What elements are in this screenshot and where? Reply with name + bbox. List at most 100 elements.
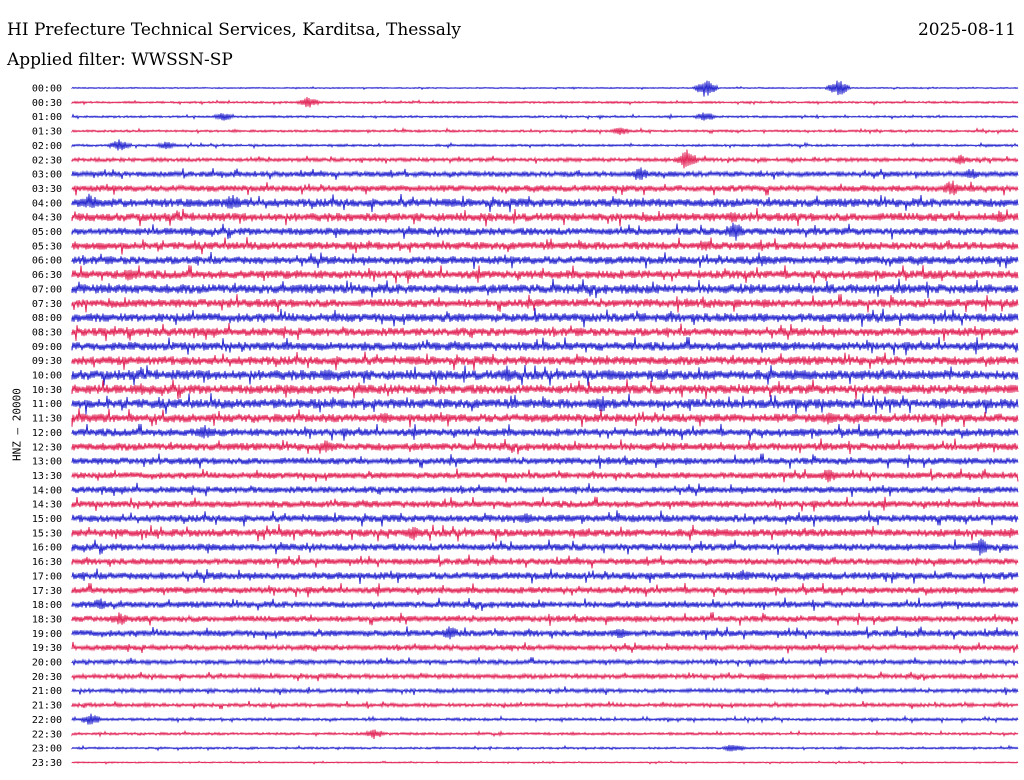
trace-1600: [71, 538, 1019, 556]
trace-2130: [71, 700, 1019, 710]
row-label: 01:30: [32, 127, 62, 138]
row-label: 00:30: [32, 98, 62, 109]
trace-0830: [71, 323, 1019, 342]
trace-0330: [71, 180, 1019, 196]
trace-0930: [71, 351, 1019, 371]
row-label: 00:00: [32, 84, 62, 95]
row-label: 09:00: [32, 342, 62, 353]
trace-1030: [71, 379, 1019, 400]
trace-1900: [71, 626, 1019, 641]
trace-1730: [71, 582, 1019, 598]
row-label: 16:00: [32, 543, 62, 554]
trace-1400: [71, 482, 1019, 498]
date-label: 2025-08-11: [917, 20, 1016, 40]
row-label: 14:00: [32, 485, 62, 496]
trace-1530: [71, 524, 1019, 542]
row-label: 07:30: [32, 299, 62, 310]
trace-0530: [71, 237, 1019, 255]
trace-0300: [71, 167, 1019, 180]
trace-0400: [71, 193, 1019, 213]
trace-0000: [71, 80, 1019, 97]
trace-1200: [71, 423, 1019, 441]
trace-1500: [71, 510, 1019, 527]
trace-2230: [71, 729, 1019, 739]
trace-0800: [71, 308, 1019, 328]
row-label: 02:00: [32, 141, 62, 152]
trace-2300: [71, 744, 1019, 752]
trace-1100: [71, 393, 1019, 415]
row-label: 19:00: [32, 629, 62, 640]
row-label: 21:00: [32, 686, 62, 697]
row-label: 02:30: [32, 155, 62, 166]
trace-2000: [71, 657, 1019, 667]
trace-0130: [71, 127, 1019, 135]
row-label: 14:30: [32, 500, 62, 511]
trace-0730: [71, 294, 1019, 313]
trace-0700: [71, 278, 1019, 299]
row-label: 10:30: [32, 385, 62, 396]
row-label: 06:00: [32, 256, 62, 267]
trace-1330: [71, 468, 1019, 483]
trace-2030: [71, 671, 1019, 682]
row-label: 18:30: [32, 614, 62, 625]
row-label: 03:30: [32, 184, 62, 195]
trace-1000: [71, 364, 1019, 386]
trace-0630: [71, 265, 1019, 284]
row-label: 05:30: [32, 241, 62, 252]
row-label: 12:00: [32, 428, 62, 439]
trace-0430: [71, 208, 1019, 227]
row-label: 10:00: [32, 371, 62, 382]
row-label: 22:30: [32, 729, 62, 740]
row-label: 18:00: [32, 600, 62, 611]
trace-1930: [71, 641, 1019, 654]
row-label: 07:00: [32, 284, 62, 295]
row-label: 23:00: [32, 744, 62, 755]
trace-0900: [71, 336, 1019, 356]
row-label: 23:30: [32, 758, 62, 769]
row-label: 22:00: [32, 715, 62, 726]
row-label: 19:30: [32, 643, 62, 654]
row-label: 17:00: [32, 571, 62, 582]
row-label: 16:30: [32, 557, 62, 568]
row-label: 06:30: [32, 270, 62, 281]
trace-1300: [71, 453, 1019, 469]
trace-1430: [71, 496, 1019, 512]
row-label: 03:00: [32, 170, 62, 181]
row-label: 11:30: [32, 414, 62, 425]
trace-1830: [71, 612, 1019, 626]
trace-0230: [71, 149, 1019, 169]
page-title: HI Prefecture Technical Services, Kardit…: [7, 20, 461, 40]
row-label: 15:00: [32, 514, 62, 525]
trace-0100: [71, 112, 1019, 121]
trace-0200: [71, 139, 1019, 151]
trace-1130: [71, 408, 1019, 428]
row-label: 15:30: [32, 528, 62, 539]
row-label: 09:30: [32, 356, 62, 367]
row-label: 20:30: [32, 672, 62, 683]
row-label: 04:00: [32, 198, 62, 209]
row-label: 17:30: [32, 586, 62, 597]
row-label: 08:30: [32, 327, 62, 338]
filter-label: Applied filter: WWSSN-SP: [7, 50, 233, 70]
trace-2200: [71, 713, 1019, 725]
trace-1800: [71, 597, 1019, 611]
trace-0030: [71, 97, 1019, 108]
trace-2100: [71, 686, 1019, 696]
trace-1630: [71, 554, 1019, 569]
trace-0600: [71, 252, 1019, 270]
row-label: 12:30: [32, 442, 62, 453]
row-label: 13:00: [32, 457, 62, 468]
row-label: 13:30: [32, 471, 62, 482]
trace-1230: [71, 438, 1019, 455]
row-label: 01:00: [32, 112, 62, 123]
row-label: 05:00: [32, 227, 62, 238]
row-label: 04:30: [32, 213, 62, 224]
trace-1700: [71, 568, 1019, 584]
row-label: 08:00: [32, 313, 62, 324]
trace-0500: [71, 222, 1019, 241]
trace-2330: [71, 760, 1019, 765]
row-label: 11:00: [32, 399, 62, 410]
row-label: 20:00: [32, 658, 62, 669]
row-label: 21:30: [32, 701, 62, 712]
